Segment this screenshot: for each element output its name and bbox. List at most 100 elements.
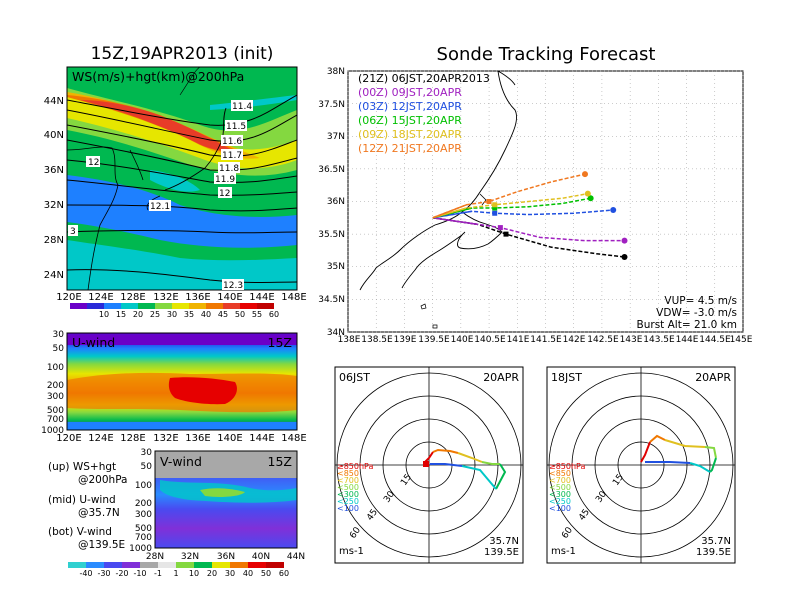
contour-label: 12 (219, 189, 230, 199)
track-marker (486, 199, 492, 204)
lat-tick: 40N (44, 130, 64, 141)
ws-colorbar-swatch (87, 303, 104, 309)
contour-label: 12 (88, 158, 99, 168)
u-wind-panel: U-wind 15Z 30 50 100 200 300 500 700 100… (41, 330, 307, 444)
p-tick: 50 (53, 344, 65, 354)
track-marker (492, 205, 498, 211)
legend-mid-2: @35.7N (78, 507, 120, 519)
p-tick: 700 (47, 415, 64, 425)
track-y-ticks: 38N 37.5N 37N 36.5N 36N 35.5N 35N 34.5N … (318, 67, 345, 338)
hodo1-time-label: 06JST (339, 371, 370, 384)
lat-tick: 36N (44, 165, 64, 176)
x-tick: 145E (730, 335, 753, 345)
track-panel: 38N 37.5N 37N 36.5N 36N 35.5N 35N 34.5N … (318, 67, 753, 345)
contour-labels: 11.4 11.5 11.6 11.7 11.8 11.9 12 12 12.1… (68, 100, 253, 291)
lon-tick: 136E (185, 433, 210, 444)
u-panel-label: U-wind (72, 335, 115, 350)
burst-alt-label: Burst Alt= 21.0 km (637, 319, 737, 331)
x-tick: 142E (563, 335, 586, 345)
hodograph-06jst: 15 30 45 60 06JST 20APR ≥850hPa <850 <70… (334, 366, 524, 564)
v-tick: -1 (154, 569, 162, 578)
y-tick: 36.5N (318, 165, 345, 175)
ws-colorbar-ticks: 10 15 20 25 30 35 40 45 50 55 60 (99, 310, 279, 319)
v-tick: -30 (97, 569, 110, 578)
legend-entry-21z: (21Z) 06JST,20APR2013 (358, 72, 490, 85)
v-colorbar-swatch (122, 562, 140, 568)
level-legend: <300 (337, 490, 359, 499)
hodo1-lon: 139.5E (484, 547, 519, 558)
ws-tick: 25 (150, 310, 160, 319)
hodo1-lat: 35.7N (489, 536, 519, 547)
v-colorbar-swatch (230, 562, 248, 568)
contour-label: 12.3 (223, 281, 243, 291)
x-tick: 140.5E (474, 335, 506, 345)
lon-tick: 120E (56, 433, 81, 444)
level-legend: <250 (337, 497, 359, 506)
ws-colorbar-swatch (257, 303, 274, 309)
track-line (432, 192, 588, 219)
left-title: 15Z,19APR2013 (init) (91, 44, 274, 64)
lat-tick: 44N (44, 96, 64, 107)
lon-tick: 136E (185, 292, 210, 303)
ws-colorbar-swatch (138, 303, 155, 309)
y-tick: 36N (327, 197, 345, 207)
lon-tick: 128E (120, 433, 145, 444)
hodo2-time-label: 18JST (551, 371, 582, 384)
main-title: Sonde Tracking Forecast (437, 44, 656, 65)
hodo1-unit: ms-1 (339, 546, 364, 557)
track-marker (492, 210, 498, 216)
v-tick: 40 (243, 569, 253, 578)
lat-tick: 28N (44, 235, 64, 246)
ws-tick: 60 (269, 310, 279, 319)
track-x-ticks: 138E 138.5E 139E 139.5E 140E 140.5E 141E… (338, 335, 753, 345)
vdw-label: VDW= -3.0 m/s (656, 307, 737, 319)
ws-tick: 10 (99, 310, 109, 319)
level-legend: ≥850hPa (549, 462, 586, 471)
v-lat-tick: 44N (287, 552, 305, 562)
p-tick: 300 (47, 392, 64, 402)
v-panel-label: V-wind (160, 454, 202, 469)
contour-label: 11.7 (222, 151, 242, 161)
p-tick: 200 (47, 381, 64, 391)
ws-colorbar-swatch (189, 303, 206, 309)
p-tick: 50 (141, 462, 153, 472)
p-tick: 100 (135, 481, 152, 491)
ws-map-label: WS(m/s)+hgt(km)@200hPa (72, 69, 244, 84)
level-legend: <700 (337, 476, 359, 485)
ws-colorbar-swatch (240, 303, 257, 309)
track-endpoint (621, 253, 628, 260)
x-tick: 142.5E (587, 335, 619, 345)
legend-bot-2: @139.5E (78, 539, 125, 551)
ws-colorbar: 10 15 20 25 30 35 40 45 50 55 60 (70, 303, 279, 319)
v-colorbar: -40 -30 -20 -10 -1 1 10 20 30 40 50 60 (68, 562, 289, 578)
u-lon-ticks: 120E 124E 128E 132E 136E 140E 144E 148E (56, 433, 306, 444)
p-tick: 30 (141, 448, 153, 458)
y-tick: 34N (327, 328, 345, 338)
ws-map-panel: WS(m/s)+hgt(km)@200hPa 11.4 11.5 11.6 11… (44, 66, 307, 303)
ws-tick: 20 (133, 310, 143, 319)
level-legend: <100 (337, 504, 359, 513)
level-legend: ≥850hPa (337, 462, 374, 471)
level-legend: <850 (337, 469, 359, 478)
lon-tick: 132E (153, 433, 178, 444)
y-tick: 37N (327, 132, 345, 142)
lon-tick: 140E (217, 433, 242, 444)
lat-tick: 32N (44, 200, 64, 211)
ws-tick: 45 (218, 310, 228, 319)
level-legend: <100 (549, 504, 571, 513)
v-colorbar-swatch (194, 562, 212, 568)
lon-tick: 144E (249, 433, 274, 444)
hodo2-unit: ms-1 (551, 546, 576, 557)
contour-label: 11.5 (226, 122, 246, 132)
lon-tick: 120E (56, 292, 81, 303)
v-colorbar-ticks: -40 -30 -20 -10 -1 1 10 20 30 40 50 60 (79, 569, 289, 578)
p-tick: 700 (135, 533, 152, 543)
x-tick: 139.5E (418, 335, 450, 345)
level-legend: <500 (549, 483, 571, 492)
legend-entry-12z: (12Z) 21JST,20APR (358, 142, 462, 155)
x-tick: 141E (507, 335, 530, 345)
legend-bot-1: (bot) V-wind (48, 526, 112, 538)
contour-label: 3 (70, 227, 76, 237)
v-colorbar-swatch (104, 562, 122, 568)
